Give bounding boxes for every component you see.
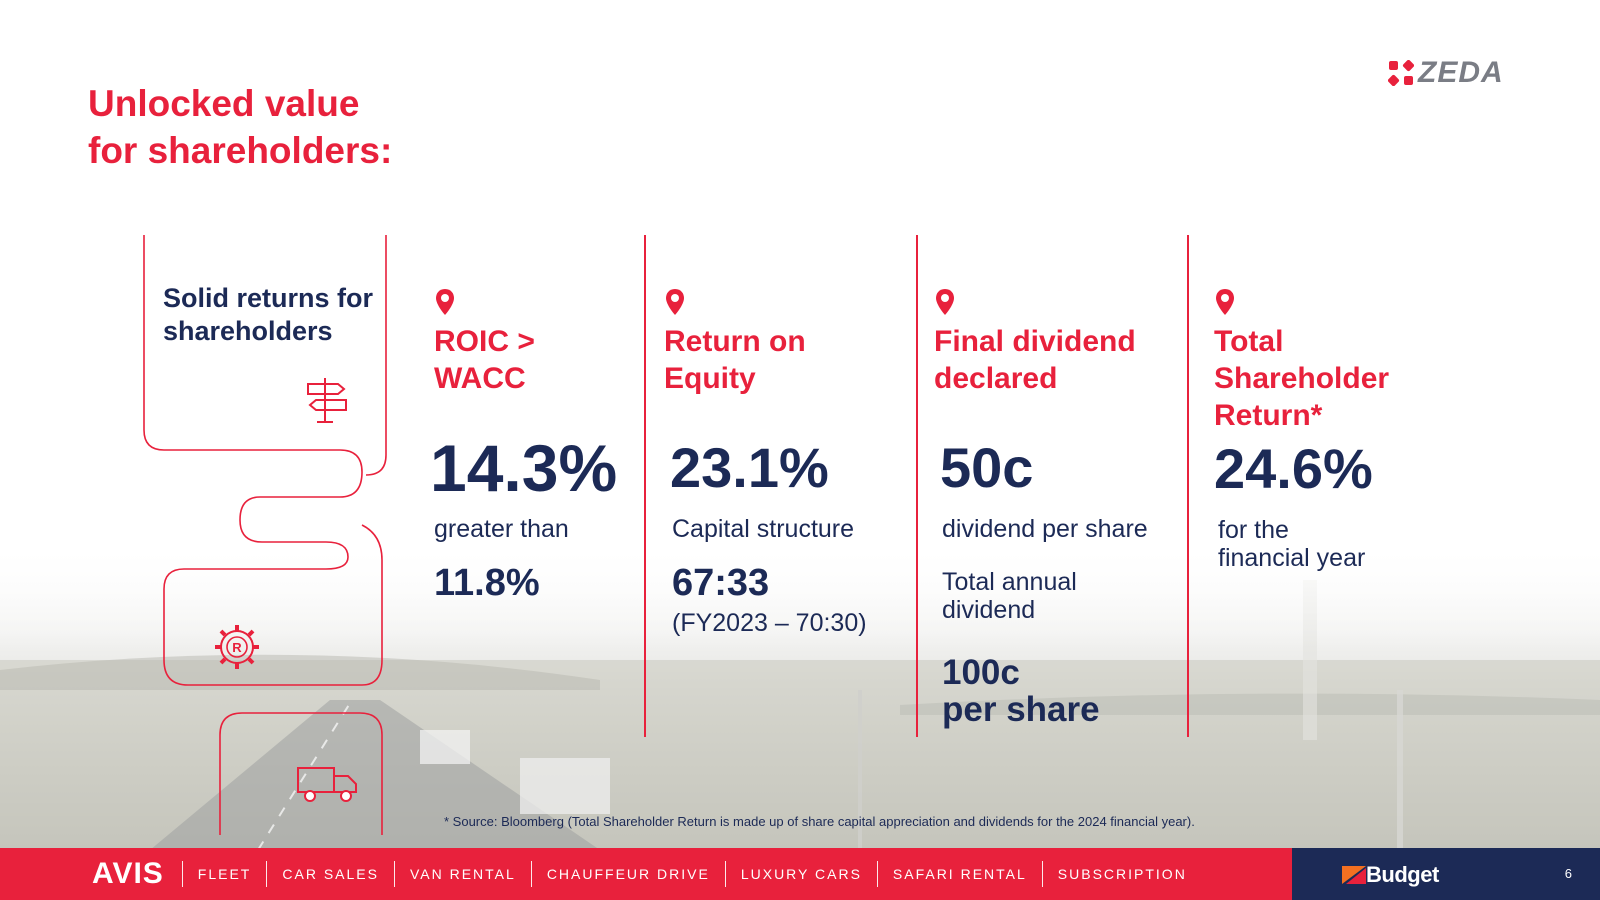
metric-sub-value: 67:33	[672, 562, 770, 604]
footer-nav-luxury-cars[interactable]: LUXURY CARS	[724, 861, 877, 887]
journey-path-graphic	[143, 235, 387, 835]
metric-value: 23.1%	[670, 436, 829, 499]
metric-heading: Final dividend declared	[934, 323, 1174, 397]
zeda-logo: ZEDA	[1387, 56, 1504, 90]
zeda-mark-icon	[1387, 59, 1415, 87]
metric-heading: Return on Equity	[664, 323, 904, 397]
location-pin-icon	[436, 289, 454, 315]
metric-sub-label-line1: Total annual	[942, 568, 1077, 596]
metric-heading-line2: Equity	[664, 362, 756, 395]
metric-sub-value: 100c per share	[942, 654, 1174, 728]
location-pin-icon	[936, 289, 954, 315]
column-divider	[916, 235, 918, 737]
slide-title: Unlocked value for shareholders:	[88, 80, 392, 174]
page-number: 6	[1564, 866, 1572, 881]
metric-heading-line2: WACC	[434, 362, 526, 395]
metric-final-dividend: Final dividend declared 50c dividend per…	[934, 288, 1174, 728]
metric-heading: Total Shareholder Return*	[1214, 323, 1414, 434]
metric-sub-text-line1: for the	[1218, 516, 1289, 544]
slide-title-line1: Unlocked value	[88, 83, 360, 124]
column-divider	[1187, 235, 1189, 737]
signpost-icon	[307, 378, 347, 423]
intro-line2: shareholders	[163, 316, 333, 346]
metric-roic: ROIC > WACC 14.3% greater than 11.8%	[430, 288, 634, 605]
metric-heading-line1: Final dividend	[934, 325, 1136, 358]
metric-heading: ROIC > WACC	[434, 323, 634, 397]
budget-mark-icon	[1342, 866, 1366, 884]
zeda-logo-text: ZEDA	[1418, 56, 1504, 89]
metric-sub-value-line1: 100c	[942, 653, 1020, 692]
footer-nav-van-rental[interactable]: VAN RENTAL	[393, 861, 531, 887]
metric-heading-line2: Shareholder	[1214, 362, 1390, 395]
location-pin-icon	[666, 289, 684, 315]
location-pin-icon	[1216, 289, 1234, 315]
budget-logo-text: Budget	[1366, 862, 1439, 887]
column-divider	[644, 235, 646, 737]
metric-value: 14.3%	[430, 431, 618, 505]
metric-heading-line1: Return on	[664, 325, 806, 358]
footer-nav-subscription[interactable]: SUBSCRIPTION	[1041, 861, 1202, 887]
footer-budget-panel: Budget 6	[1292, 848, 1600, 900]
slide-title-line2: for shareholders:	[88, 130, 393, 171]
metric-value: 50c	[940, 436, 1034, 499]
metric-sub-text: dividend per share	[942, 515, 1148, 543]
metric-sub-label: Total annual dividend	[942, 568, 1174, 624]
intro-line1: Solid returns for	[163, 283, 374, 313]
avis-logo: AVIS	[92, 857, 164, 890]
metric-heading-line1: ROIC >	[434, 325, 535, 358]
metric-heading-line2: declared	[934, 362, 1058, 395]
footer-nav-fleet[interactable]: FLEET	[181, 861, 267, 887]
footer-nav-safari-rental[interactable]: SAFARI RENTAL	[876, 861, 1042, 887]
metric-sub-value-line2: per share	[942, 690, 1100, 729]
metric-value: 24.6%	[1214, 437, 1373, 500]
metric-sub-note: (FY2023 – 70:30)	[672, 609, 867, 637]
metric-sub-value: 11.8%	[434, 562, 540, 604]
metric-sub-text: greater than	[434, 515, 569, 543]
metric-total-shareholder-return: Total Shareholder Return* 24.6% for the …	[1214, 288, 1414, 572]
metric-sub-label-line2: dividend	[942, 596, 1036, 624]
footer-brand-bar: AVIS FLEET CAR SALES VAN RENTAL CHAUFFEU…	[0, 848, 1292, 900]
metric-sub-text: Capital structure	[672, 515, 855, 543]
metric-sub-text-line2: financial year	[1218, 544, 1366, 572]
intro-text: Solid returns for shareholders	[163, 282, 373, 348]
metric-return-on-equity: Return on Equity 23.1% Capital structure…	[664, 288, 904, 638]
svg-text:R: R	[232, 640, 242, 655]
highway-background-image	[0, 540, 1600, 850]
metric-heading-line1: Total	[1214, 325, 1284, 358]
truck-icon	[297, 767, 357, 802]
metric-sub-text: for the financial year	[1218, 516, 1414, 572]
footer-nav-car-sales[interactable]: CAR SALES	[266, 861, 394, 887]
gear-r-icon: R	[215, 625, 259, 669]
budget-logo: Budget	[1342, 862, 1439, 888]
source-footnote: * Source: Bloomberg (Total Shareholder R…	[444, 814, 1195, 829]
metric-heading-line3: Return*	[1214, 399, 1323, 432]
footer-nav-chauffeur-drive[interactable]: CHAUFFEUR DRIVE	[530, 861, 725, 887]
